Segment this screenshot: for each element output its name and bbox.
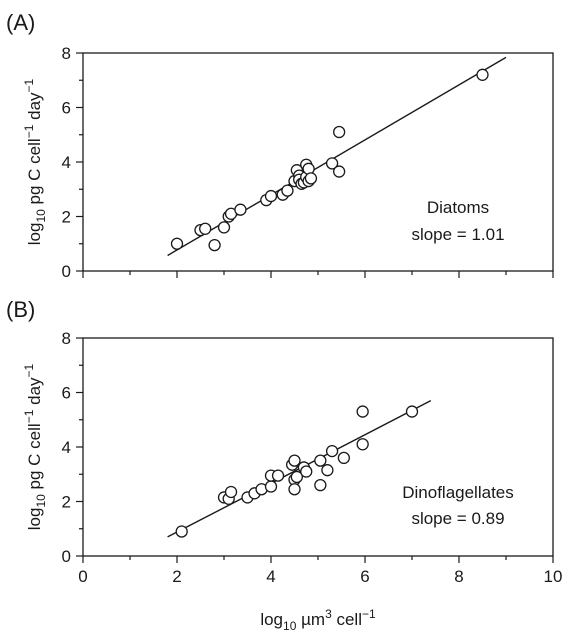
panel-a-data-point — [281, 184, 294, 197]
panel-b-x-tick-label: 8 — [454, 567, 463, 586]
panel-b-y-tick-label: 8 — [62, 329, 71, 348]
panel-b-data-point — [337, 451, 351, 465]
panel-a-y-tick-label: 6 — [62, 99, 71, 118]
panel-b-y-tick-label: 4 — [62, 438, 71, 457]
panel-b-data-point — [356, 405, 369, 418]
panel-b-y-tick-label: 2 — [62, 493, 71, 512]
panel-b-data-point — [175, 525, 188, 538]
panel-b-data-point — [321, 464, 334, 477]
panel-b-annotation-line2: slope = 0.89 — [411, 509, 504, 528]
panel-a-data-point — [304, 172, 318, 185]
panel-a-data-point — [217, 221, 231, 234]
panel-b-data-point — [224, 485, 238, 499]
x-axis-label: log10 µm3 cell−1 — [260, 607, 376, 632]
panel-a-data-point — [332, 165, 346, 178]
panel-a-data-point — [325, 157, 339, 170]
panel-b-annotation-line1: Dinoflagellates — [402, 483, 514, 502]
panel-a-y-tick-label: 8 — [62, 44, 71, 63]
panel-b-data-point — [300, 465, 313, 478]
panel-b-data-point — [356, 438, 369, 451]
panel-a-annotation-line2: slope = 1.01 — [411, 225, 504, 244]
panel-a-y-tick-label: 4 — [62, 153, 71, 172]
panel-b-data-point — [405, 405, 419, 418]
panel-a-y-axis-label: log10 pg C cell−1 day−1 — [22, 78, 48, 245]
panel-b-y-tick-label: 0 — [62, 547, 71, 566]
panel-b-y-axis-label: log10 pg C cell−1 day−1 — [22, 363, 48, 530]
panel-a: (A) Diatoms slope = 1.01 log10 pg C cell… — [6, 10, 554, 281]
panel-b-data-point — [288, 483, 301, 496]
panel-a-data-point — [199, 222, 212, 235]
panel-b-x-tick-label: 2 — [172, 567, 181, 586]
panel-a-label: (A) — [6, 10, 35, 35]
panel-b-data-point — [290, 470, 304, 484]
panel-a-data-point — [332, 125, 346, 139]
panel-b-data-point — [325, 444, 339, 458]
panel-b-label: (B) — [6, 297, 35, 322]
panel-a-annotation-line1: Diatoms — [427, 198, 489, 217]
panel-a-data-point — [264, 189, 278, 203]
panel-b-x-tick-label: 4 — [266, 567, 275, 586]
panel-b-x-tick-label: 10 — [544, 567, 563, 586]
panel-b: (B) Dinoflagellates slope = 0.89 log10 p… — [6, 297, 562, 586]
panel-b-data-point — [314, 478, 327, 492]
panel-b-y-tick-label: 6 — [62, 384, 71, 403]
panel-a-y-tick-label: 0 — [62, 262, 71, 281]
panel-b-data-point — [271, 469, 285, 482]
panel-b-data-point — [314, 454, 327, 467]
panel-a-data-point — [234, 203, 247, 216]
panel-b-x-tick-label: 6 — [360, 567, 369, 586]
panel-b-data-point — [264, 480, 278, 493]
panel-a-y-tick-label: 2 — [62, 208, 71, 227]
panel-b-data-point — [288, 454, 301, 467]
panel-a-data-point — [208, 238, 221, 252]
panel-a-data-point — [170, 237, 184, 250]
panel-a-data-point — [476, 68, 489, 81]
panel-b-x-tick-label: 0 — [78, 567, 87, 586]
